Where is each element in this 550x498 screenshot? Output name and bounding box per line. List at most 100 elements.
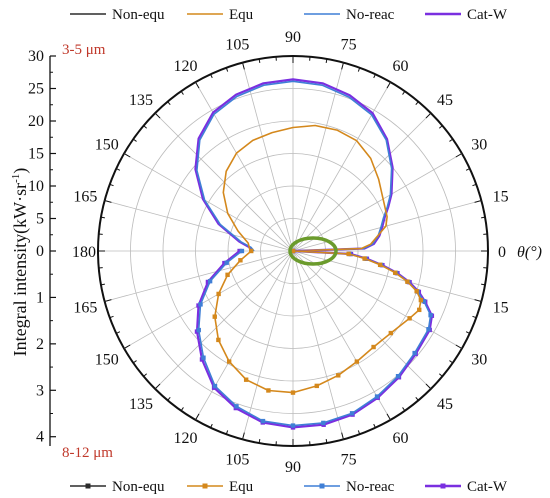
r-tick-label: 2 [36,336,44,353]
angle-tick [373,423,376,428]
series-marker [249,248,254,254]
angle-tick [109,315,114,319]
angle-tick [143,373,148,377]
series-marker [418,297,424,303]
angle-label-lower: 135 [129,396,153,413]
grid-spoke [104,250,294,302]
angle-label-lower: 15 [493,300,509,317]
angle-label-upper: 15 [493,188,509,205]
angle-tick [167,396,171,401]
lower-band-label: 8-12 μm [62,445,113,461]
angle-label-lower: 165 [73,300,97,317]
series-marker [290,423,296,428]
angle-tick [455,153,463,158]
angle-tick [154,383,161,390]
series-marker [421,299,427,304]
angle-tick [474,200,482,203]
angle-tick [481,216,486,219]
series-marker [196,327,201,333]
series-marker [349,411,355,416]
legend-label-equ: Equ [229,7,254,23]
angle-label-lower: 105 [225,452,249,469]
series-marker [234,404,239,409]
angle-tick [357,67,361,72]
radial-axis: 30 25 20 15 10 5 0 1 2 3 4 [28,48,56,446]
series-marker [314,383,319,389]
angle-label-lower: 75 [341,452,357,469]
series-marker [417,307,422,313]
series-marker [407,316,412,321]
angle-tick [104,299,112,302]
angle-tick [242,62,245,70]
series-marker [290,248,296,254]
angle-tick [438,125,443,129]
series-marker [260,418,266,424]
angle-tick [449,138,454,142]
grid-spoke [292,81,391,252]
angle-tick [402,90,406,95]
r-tick-label: 5 [36,211,44,228]
angle-label-upper: 135 [129,92,153,109]
angle-tick [357,430,361,435]
r-tick-label: 3 [36,382,44,399]
y-axis-label-main: Integral intensity(kW·sr [10,183,31,356]
angle-tick [210,423,213,428]
series-marker [224,260,229,265]
angle-label-lower: 90 [285,459,301,476]
angle-tick [455,344,463,349]
angle-tick [167,101,171,106]
r-tick-label: 15 [28,146,44,163]
angle-label-lower: 45 [437,396,453,413]
legend-marker-equ [202,483,208,489]
angle-tick [195,413,200,421]
series-marker [412,350,417,356]
grid-spoke [292,250,344,440]
angle-tick [116,168,121,171]
series-line-no-reac-upper [196,80,393,252]
angle-tick [402,407,406,412]
angle-tick [465,168,470,171]
series-group [194,78,435,430]
angle-label-upper: 60 [393,58,409,75]
angle-label-lower: 30 [471,352,487,369]
series-line-equ-upper [222,124,388,252]
grid-spoke [242,62,294,252]
angle-tick [180,90,184,95]
series-marker [395,373,401,379]
angle-tick [100,216,105,219]
r-tick-label: 10 [28,178,44,195]
grid-spoke [292,250,391,421]
series-marker [216,337,221,343]
angle-label-upper: 150 [95,137,119,154]
angle-tick [143,125,148,129]
legend-label-cat-w: Cat-W [467,479,508,495]
theta-label: θ(°) [517,244,542,261]
angle-tick [373,74,376,79]
angle-tick [472,183,477,187]
series-marker [392,270,398,275]
series-marker [266,388,271,393]
series-marker [377,262,383,267]
angle-tick [132,360,137,364]
grid-spoke [292,250,463,349]
angle-tick [210,74,213,79]
angle-tick [386,413,391,421]
series-marker [222,260,227,266]
y-axis-label-close: ) [10,168,31,174]
series-marker [237,248,242,254]
angle-tick [341,62,344,70]
r-tick-label: 30 [28,48,44,65]
series-marker [354,359,360,364]
legend-marker-non-equ [85,483,91,489]
series-marker [428,312,433,318]
angle-tick [109,183,114,187]
r-tick-label: 1 [36,289,44,306]
angle-label-upper: 105 [225,36,249,53]
angle-tick [123,153,131,158]
grid-spoke [123,250,294,349]
legend-label-equ: Equ [229,479,254,495]
angle-label-lower: 120 [174,430,198,447]
series-marker [207,278,213,284]
legend-label-no-reac: No-reac [346,7,395,23]
series-marker [336,373,341,378]
